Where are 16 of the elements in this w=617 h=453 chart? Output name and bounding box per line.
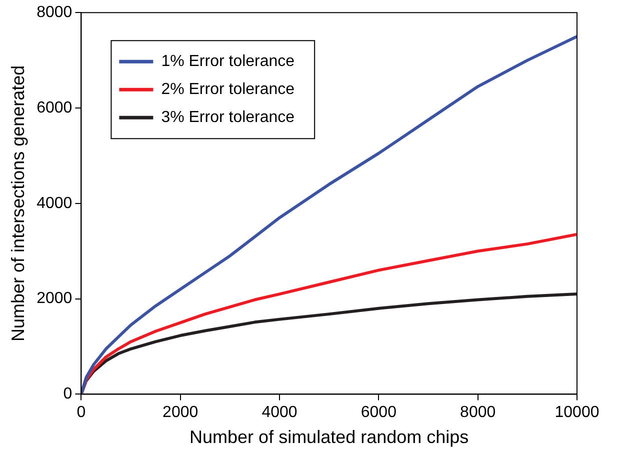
legend-label: 1% Error tolerance xyxy=(161,53,295,70)
x-tick-label: 8000 xyxy=(460,404,496,422)
x-tick-label: 10000 xyxy=(554,404,600,422)
x-tick-label: 2000 xyxy=(162,404,198,422)
y-tick-label: 2000 xyxy=(36,290,72,308)
legend-label: 3% Error tolerance xyxy=(161,109,295,126)
x-tick-label: 0 xyxy=(76,404,86,422)
x-axis-title: Number of simulated random chips xyxy=(190,427,469,448)
y-axis-title: Number of intersections generated xyxy=(8,65,28,342)
y-tick-label: 8000 xyxy=(36,4,72,22)
y-tick-label: 6000 xyxy=(36,99,72,116)
x-tick-label: 4000 xyxy=(262,404,298,422)
x-tick-label: 6000 xyxy=(360,404,397,422)
y-tick-label: 0 xyxy=(63,386,72,403)
legend-label: 2% Error tolerance xyxy=(161,81,295,98)
y-tick-label: 4000 xyxy=(36,194,72,212)
